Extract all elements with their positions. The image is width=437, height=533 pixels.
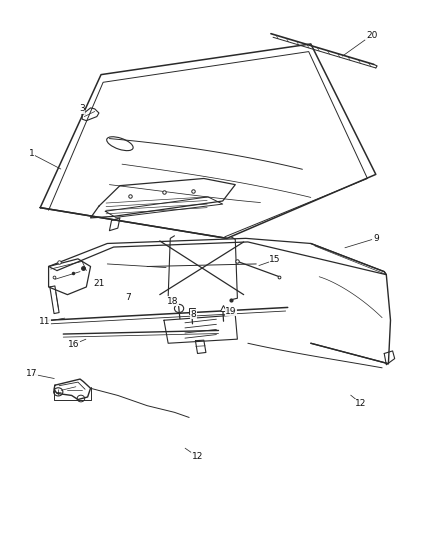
- Text: 7: 7: [125, 293, 131, 302]
- Text: 11: 11: [38, 317, 50, 326]
- Text: 1: 1: [29, 149, 35, 158]
- Text: 3: 3: [79, 104, 85, 114]
- Text: 21: 21: [93, 279, 104, 288]
- Ellipse shape: [107, 137, 133, 151]
- Text: 20: 20: [366, 31, 377, 40]
- Text: 12: 12: [192, 453, 203, 462]
- Text: 9: 9: [373, 234, 379, 243]
- Text: 18: 18: [166, 297, 178, 306]
- Text: 19: 19: [225, 306, 237, 316]
- Ellipse shape: [54, 388, 63, 396]
- Ellipse shape: [174, 304, 184, 312]
- Text: 8: 8: [191, 310, 196, 319]
- Text: 17: 17: [26, 369, 38, 378]
- Text: 12: 12: [355, 399, 367, 408]
- Text: 16: 16: [68, 340, 80, 349]
- Ellipse shape: [77, 395, 85, 402]
- Text: 15: 15: [269, 255, 281, 264]
